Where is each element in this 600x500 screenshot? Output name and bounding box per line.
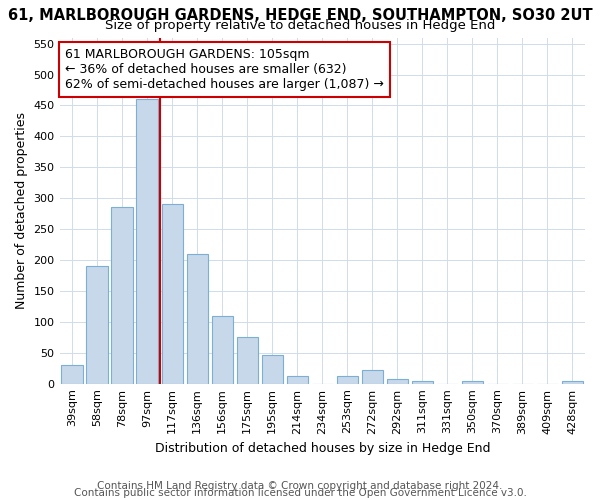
Bar [61,365,83,384]
Bar [161,204,183,384]
Bar [362,370,383,384]
Text: Contains public sector information licensed under the Open Government Licence v3: Contains public sector information licen… [74,488,526,498]
Y-axis label: Number of detached properties: Number of detached properties [15,112,28,309]
Bar [387,378,408,384]
Bar [136,100,158,384]
Text: 61 MARLBOROUGH GARDENS: 105sqm
← 36% of detached houses are smaller (632)
62% of: 61 MARLBOROUGH GARDENS: 105sqm ← 36% of … [65,48,383,91]
Bar [412,380,433,384]
Text: Size of property relative to detached houses in Hedge End: Size of property relative to detached ho… [105,18,495,32]
Text: Contains HM Land Registry data © Crown copyright and database right 2024.: Contains HM Land Registry data © Crown c… [97,481,503,491]
X-axis label: Distribution of detached houses by size in Hedge End: Distribution of detached houses by size … [155,442,490,455]
Bar [287,376,308,384]
Bar [112,208,133,384]
Text: 61, MARLBOROUGH GARDENS, HEDGE END, SOUTHAMPTON, SO30 2UT: 61, MARLBOROUGH GARDENS, HEDGE END, SOUT… [8,8,592,22]
Bar [86,266,108,384]
Bar [337,376,358,384]
Bar [212,316,233,384]
Bar [262,354,283,384]
Bar [462,381,483,384]
Bar [562,380,583,384]
Bar [236,338,258,384]
Bar [187,254,208,384]
